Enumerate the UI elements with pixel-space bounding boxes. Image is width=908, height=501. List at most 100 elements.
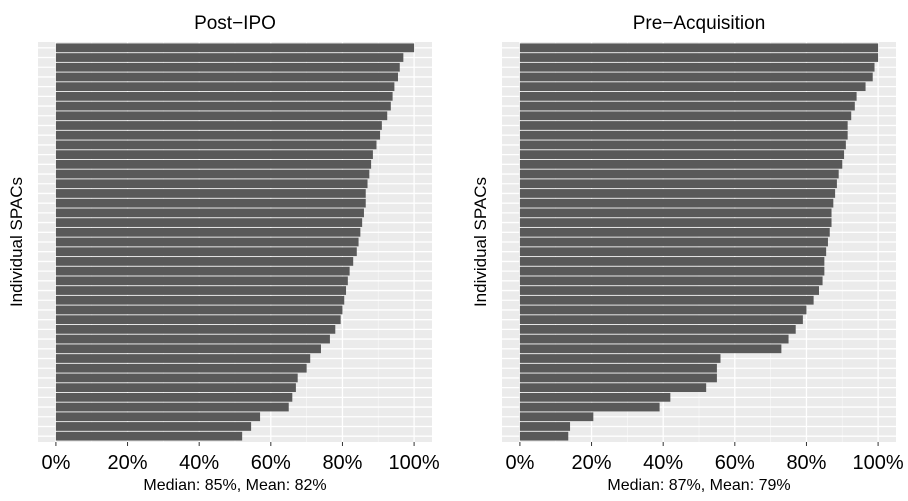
y-axis-label: Individual SPACs xyxy=(7,177,26,307)
bar xyxy=(519,218,832,227)
bar xyxy=(519,227,830,237)
bar xyxy=(55,431,243,441)
chart-title: Pre−Acquisition xyxy=(633,13,766,34)
bar xyxy=(55,150,373,159)
y-axis-label: Individual SPACs xyxy=(471,177,490,307)
bar xyxy=(519,422,571,431)
bar xyxy=(55,130,381,140)
bar xyxy=(55,315,341,325)
bar xyxy=(519,53,879,62)
bar xyxy=(55,266,350,276)
bar xyxy=(55,383,296,392)
x-tick-label: 20% xyxy=(108,452,148,474)
bar xyxy=(519,82,866,92)
bar xyxy=(519,305,807,315)
bar xyxy=(55,198,366,208)
bar xyxy=(519,247,827,257)
bar xyxy=(519,169,839,179)
bar xyxy=(519,315,803,325)
bar xyxy=(519,121,848,130)
bar xyxy=(55,412,261,422)
x-axis-label: Median: 85%, Mean: 82% xyxy=(143,477,326,494)
chart-title: Post−IPO xyxy=(194,13,276,34)
bar xyxy=(55,354,311,363)
bar xyxy=(519,431,569,441)
bar xyxy=(519,266,825,276)
bar xyxy=(55,121,382,130)
bar xyxy=(55,363,307,373)
bar xyxy=(55,92,393,101)
bar xyxy=(55,227,361,237)
bar xyxy=(55,218,363,227)
bar xyxy=(55,392,293,402)
x-tick-label: 80% xyxy=(786,452,826,474)
bar xyxy=(55,334,330,344)
bar xyxy=(55,257,354,266)
bar xyxy=(519,189,836,198)
bar xyxy=(519,92,857,101)
x-tick-label: 40% xyxy=(643,452,683,474)
bar xyxy=(55,179,368,189)
bar xyxy=(55,237,359,247)
bar xyxy=(519,159,843,169)
bar xyxy=(519,373,717,383)
bar xyxy=(55,82,395,92)
x-tick-label: 0% xyxy=(505,452,534,474)
x-axis-label: Median: 87%, Mean: 79% xyxy=(607,477,790,494)
bar xyxy=(519,130,848,140)
bar xyxy=(55,101,391,111)
bar xyxy=(519,295,814,305)
bar xyxy=(55,305,343,315)
bar xyxy=(55,72,398,82)
bar xyxy=(55,53,404,62)
bar xyxy=(519,62,875,72)
bar xyxy=(55,208,364,218)
bar xyxy=(519,150,845,159)
bar xyxy=(55,159,372,169)
x-tick-label: 100% xyxy=(389,452,440,474)
x-tick-label: 60% xyxy=(251,452,291,474)
bar xyxy=(55,295,345,305)
bar xyxy=(519,383,707,392)
x-tick-label: 20% xyxy=(572,452,612,474)
bar xyxy=(55,286,347,295)
bar xyxy=(55,402,289,412)
bar xyxy=(519,363,717,373)
bar xyxy=(519,276,823,286)
panel-1 xyxy=(38,42,432,446)
bar xyxy=(519,111,852,121)
x-tick-label: 100% xyxy=(853,452,904,474)
bar xyxy=(519,392,671,402)
bar xyxy=(55,344,321,354)
bar xyxy=(519,198,834,208)
bar xyxy=(519,334,789,344)
bar xyxy=(55,189,366,198)
bar xyxy=(519,101,855,111)
bar xyxy=(519,179,837,189)
x-tick-label: 0% xyxy=(41,452,70,474)
bar xyxy=(519,208,832,218)
bar xyxy=(519,402,660,412)
panel-2 xyxy=(502,42,896,446)
bar xyxy=(519,354,721,363)
bar xyxy=(519,257,825,266)
bar xyxy=(519,72,873,82)
bar xyxy=(519,325,796,334)
bar xyxy=(55,422,252,431)
x-tick-label: 60% xyxy=(715,452,755,474)
x-tick-label: 40% xyxy=(179,452,219,474)
bar xyxy=(55,140,377,150)
bar xyxy=(55,62,400,72)
bar xyxy=(519,43,879,53)
bar xyxy=(55,276,348,286)
bar xyxy=(55,373,298,383)
bar xyxy=(519,140,846,150)
bar xyxy=(55,247,357,257)
bar xyxy=(55,111,388,121)
bar xyxy=(55,169,370,179)
bar xyxy=(55,43,415,53)
bar xyxy=(519,237,828,247)
bar xyxy=(55,325,336,334)
